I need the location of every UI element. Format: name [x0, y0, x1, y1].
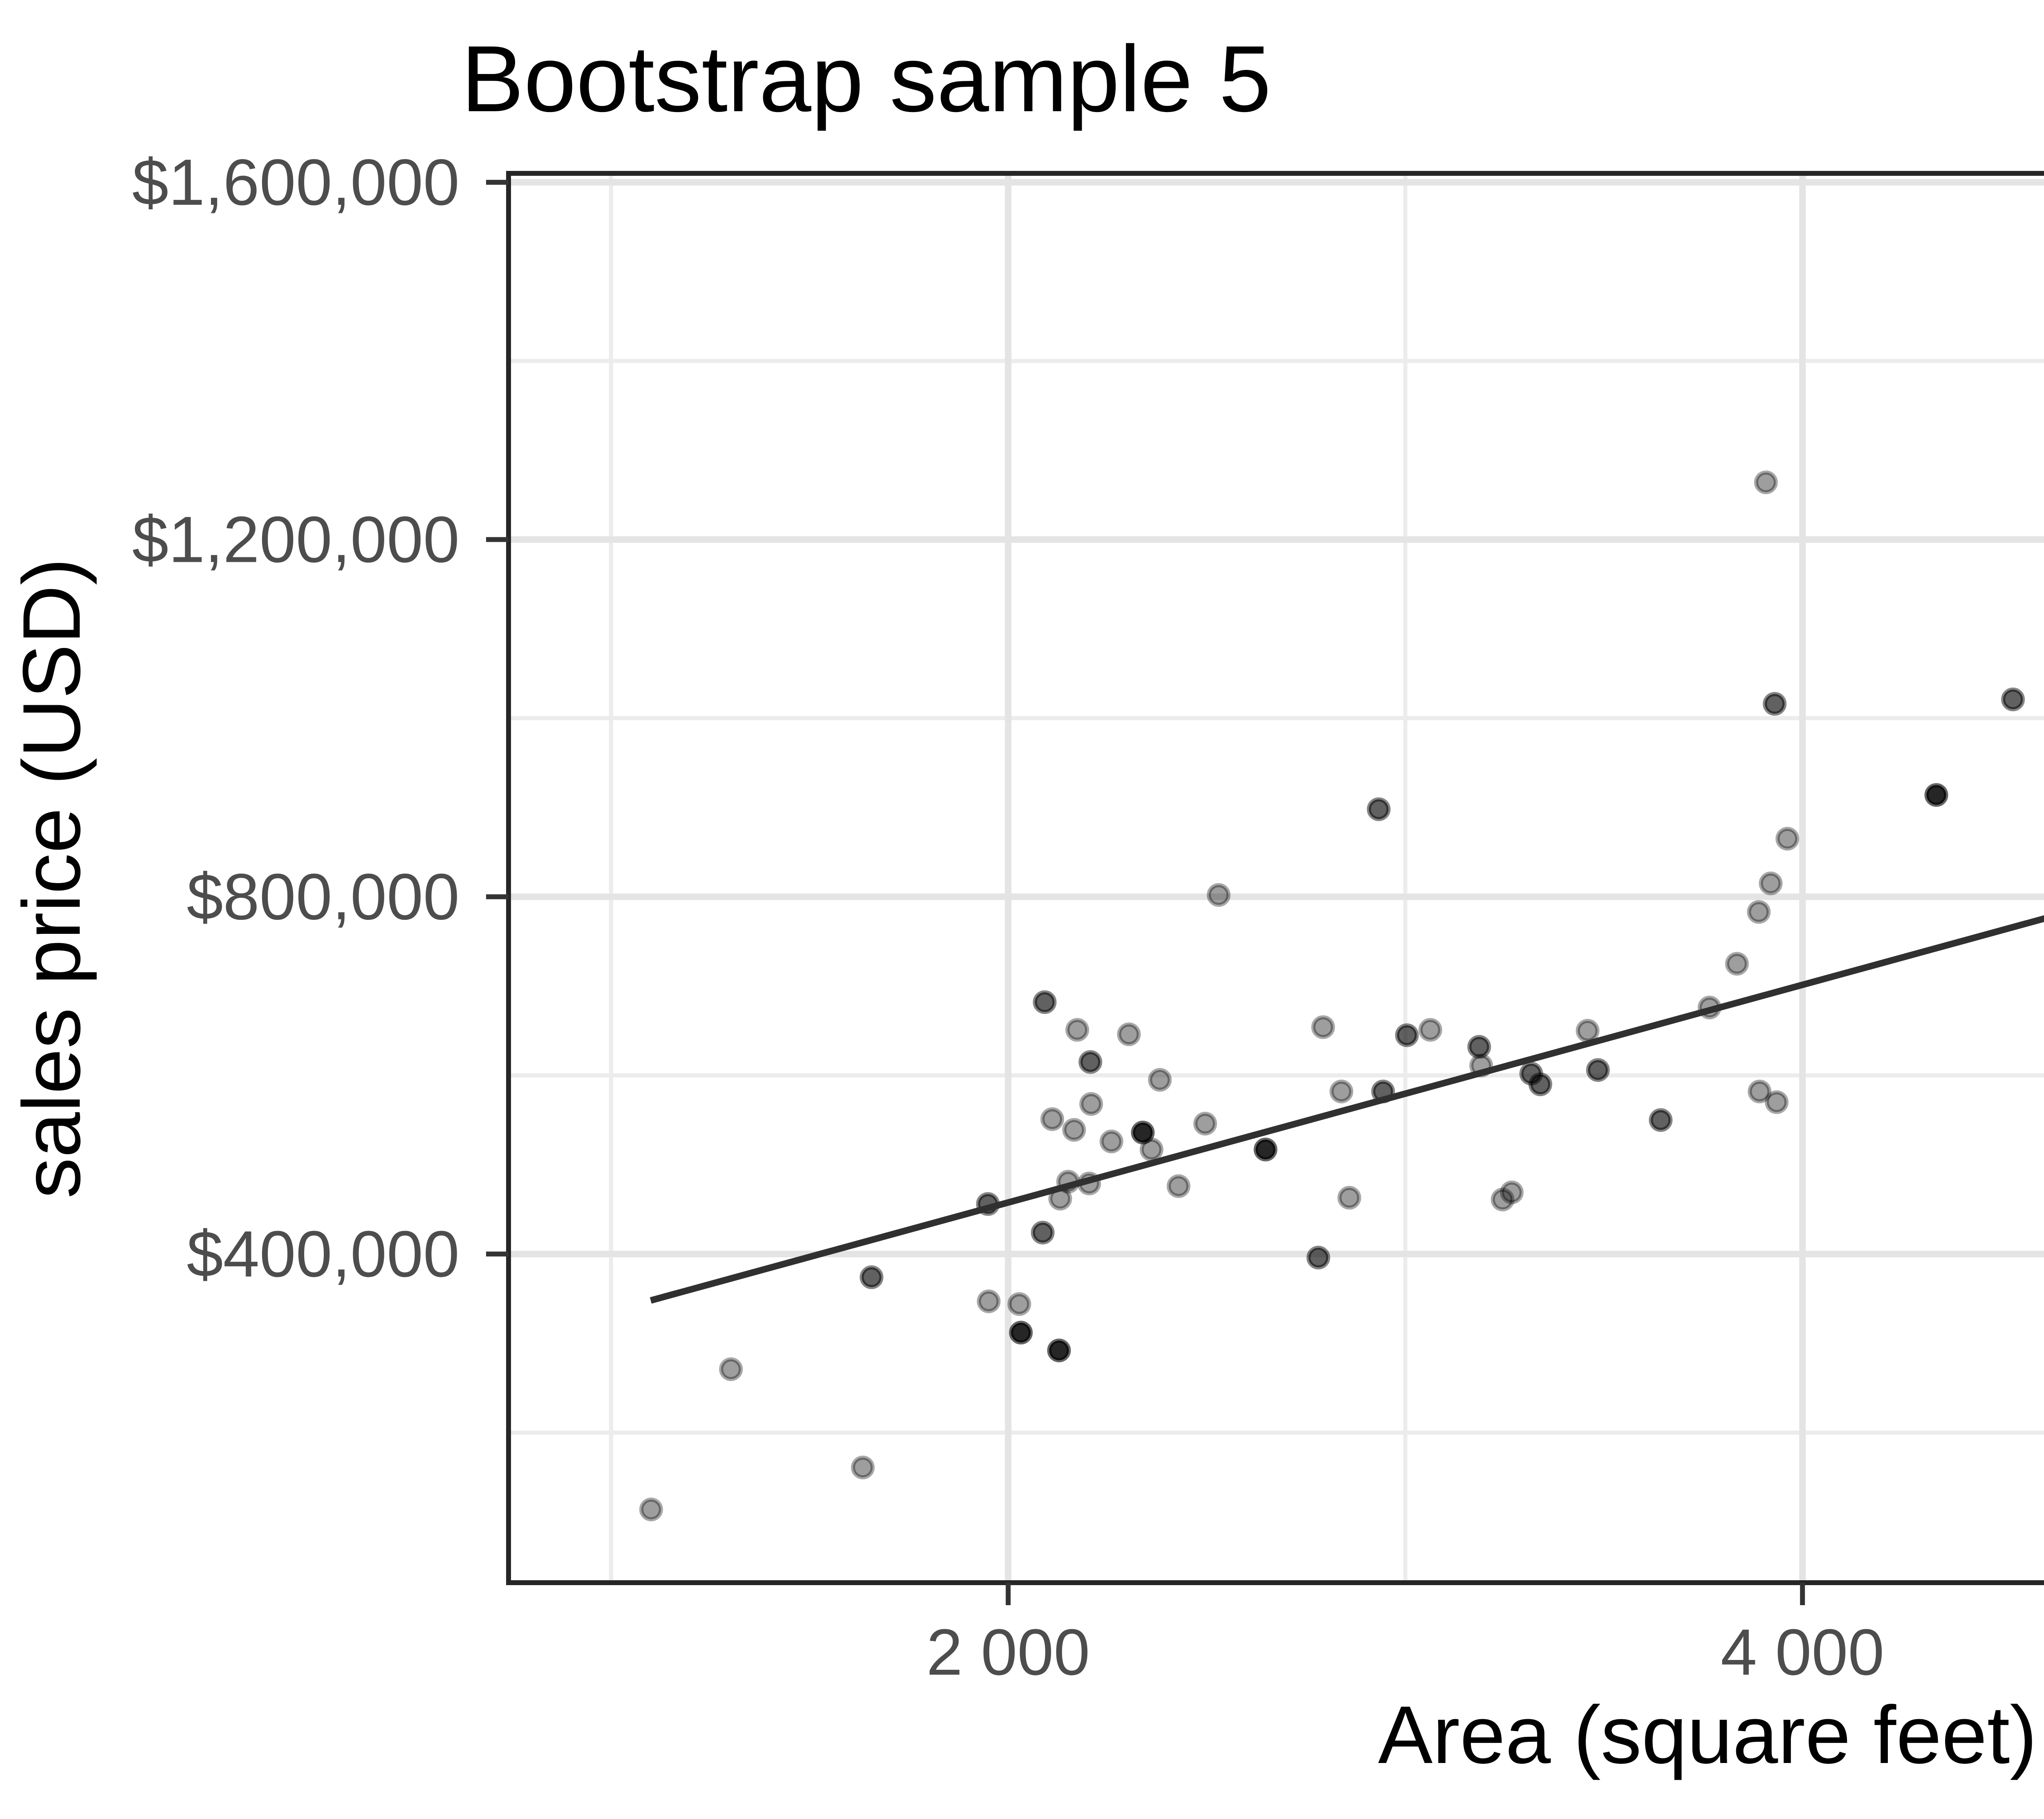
data-point — [1500, 1180, 1524, 1204]
data-point — [977, 1289, 1001, 1313]
regression-line-layer — [650, 915, 2044, 1304]
y-tick-label: $800,000 — [187, 860, 459, 933]
data-point — [859, 1265, 883, 1289]
data-point — [1117, 1022, 1141, 1046]
data-point — [1924, 783, 1948, 807]
data-point — [851, 1456, 875, 1480]
data-points — [639, 470, 2025, 1521]
data-point — [1329, 1079, 1354, 1104]
y-tick-label: $400,000 — [187, 1217, 459, 1290]
data-point — [1306, 1245, 1330, 1269]
data-point — [1765, 1090, 1789, 1114]
data-point — [1775, 827, 1800, 851]
data-point — [1337, 1186, 1361, 1210]
data-point — [1139, 1137, 1163, 1162]
data-point — [1576, 1019, 1600, 1043]
data-point — [1007, 1292, 1031, 1316]
data-point — [1395, 1023, 1419, 1047]
data-point — [1033, 990, 1057, 1014]
plot-title: Bootstrap sample 5 — [461, 26, 1271, 131]
gridlines-minor — [509, 173, 2044, 1583]
data-point — [1748, 1079, 1772, 1104]
data-point — [1528, 1072, 1552, 1097]
data-point — [1467, 1035, 1491, 1059]
plot-background — [509, 173, 2044, 1583]
data-point — [1725, 952, 1749, 976]
regression-line — [650, 915, 2044, 1304]
data-point — [1131, 1121, 1155, 1145]
data-point — [2001, 687, 2025, 711]
data-point — [1367, 797, 1391, 821]
gridlines-major — [509, 173, 2044, 1583]
data-point — [1490, 1187, 1515, 1211]
data-point — [1065, 1018, 1089, 1042]
data-point — [1586, 1058, 1610, 1082]
data-point — [1253, 1137, 1278, 1162]
data-point — [1418, 1018, 1442, 1042]
y-tick-label: $1,200,000 — [132, 503, 459, 576]
data-point — [639, 1497, 663, 1521]
data-point — [1193, 1112, 1217, 1136]
x-tick-label: 2 000 — [926, 1615, 1090, 1689]
y-tick-label: $1,600,000 — [132, 146, 459, 219]
data-point — [1207, 883, 1231, 907]
data-point — [1759, 871, 1783, 895]
data-point — [1079, 1092, 1103, 1116]
data-point — [1099, 1129, 1123, 1153]
y-tick-labels: $400,000 $800,000 $1,200,000 $1,600,000 — [132, 146, 459, 1290]
x-tick-label: 4 000 — [1721, 1615, 1884, 1689]
x-axis-title: Area (square feet) — [1378, 1689, 2037, 1781]
data-point — [1311, 1015, 1335, 1039]
data-point — [1040, 1107, 1065, 1131]
data-point — [1148, 1068, 1172, 1092]
data-point — [1047, 1339, 1071, 1363]
data-point — [1009, 1321, 1033, 1345]
y-axis-title: sales price (USD) — [6, 558, 97, 1199]
panel-border — [506, 171, 2044, 1585]
data-point — [1031, 1220, 1055, 1245]
data-point — [1747, 900, 1771, 924]
axis-ticks — [486, 179, 1805, 1605]
data-point — [1062, 1118, 1086, 1142]
data-point — [1078, 1050, 1103, 1074]
data-point — [1763, 692, 1787, 716]
data-point — [719, 1357, 743, 1381]
data-point — [1754, 470, 1778, 494]
data-point — [1649, 1108, 1673, 1132]
data-point — [1166, 1174, 1190, 1198]
